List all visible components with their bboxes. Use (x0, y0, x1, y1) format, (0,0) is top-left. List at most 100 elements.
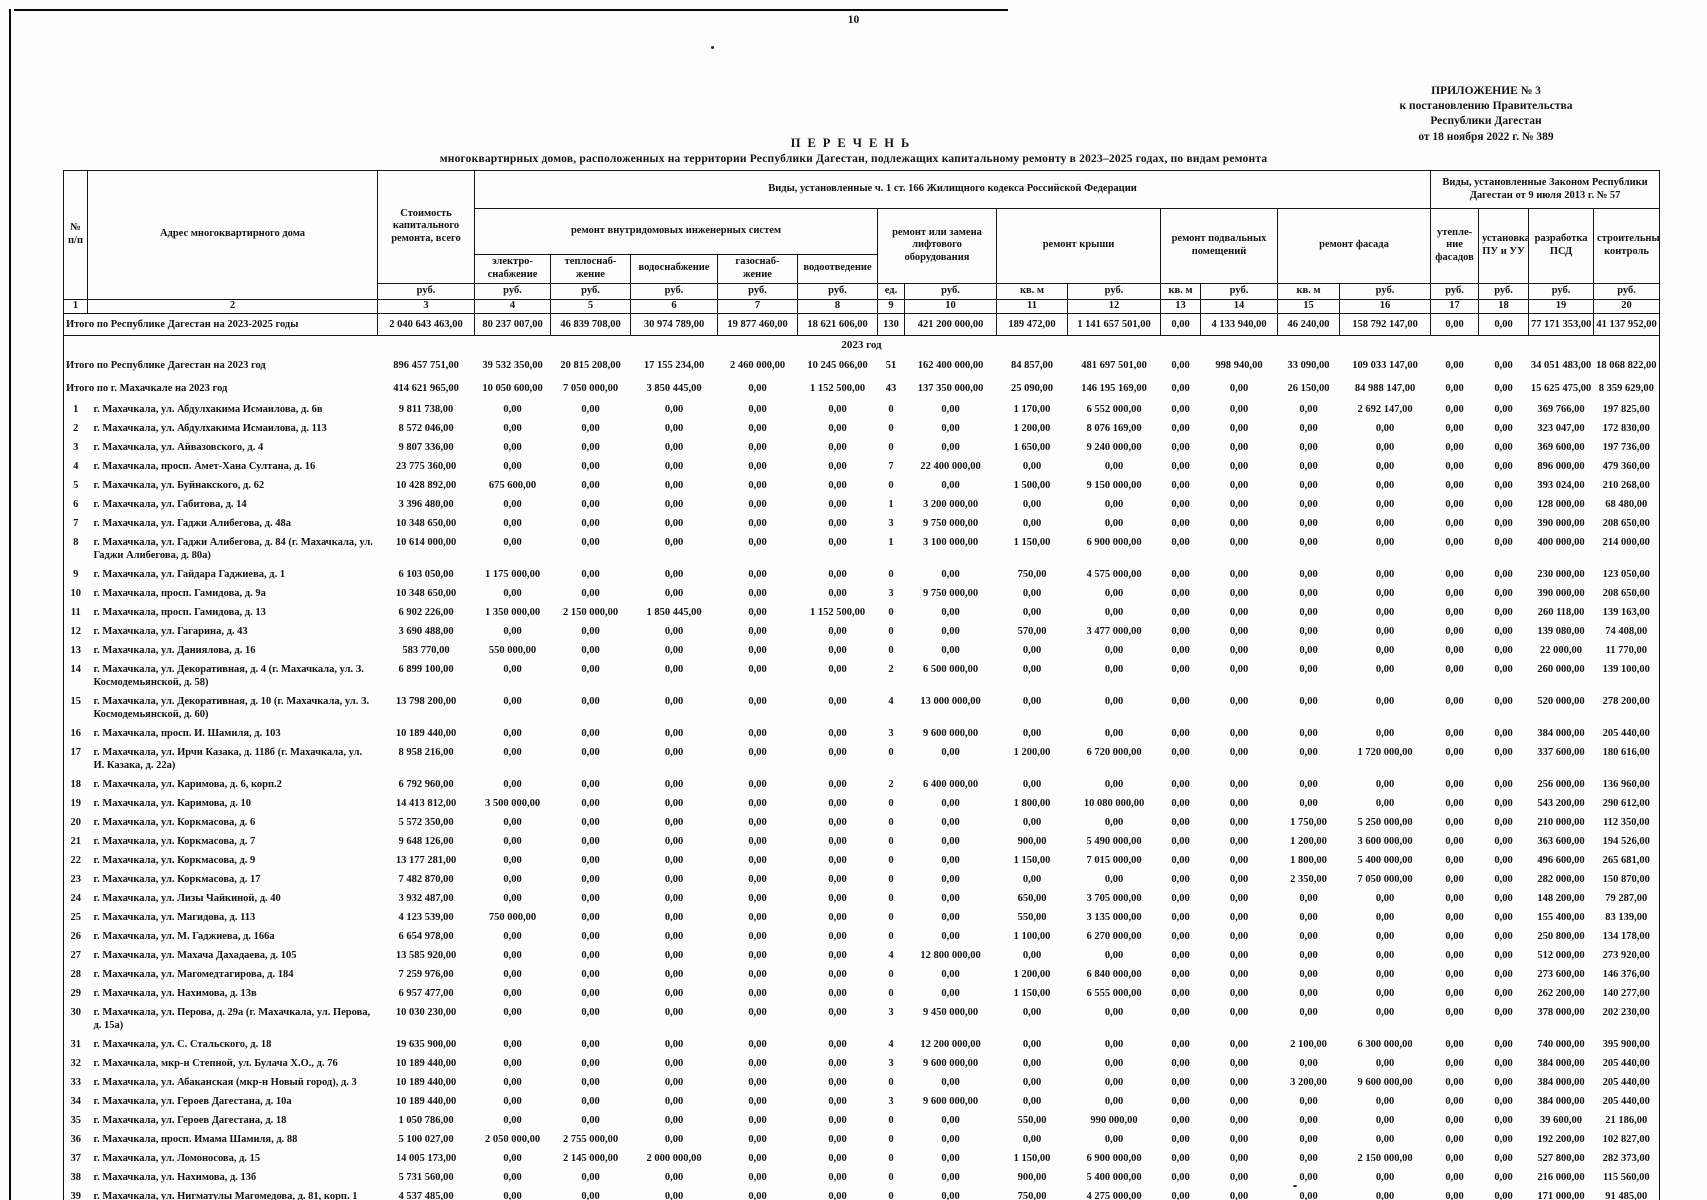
row-value: 0,00 (1022, 517, 1042, 529)
row-value: 0,00 (748, 1057, 767, 1069)
row-value: 0,00 (941, 930, 960, 942)
row-value: 0,00 (828, 517, 847, 529)
row-value: 0,00 (1229, 1076, 1249, 1088)
summary-value: 0,00 (1445, 359, 1464, 371)
row-value: 0,00 (1229, 911, 1249, 923)
summary-value: 10 245 066,00 (807, 359, 868, 371)
row-value: 0,00 (1299, 949, 1318, 961)
row-value: 208 650,00 (1602, 517, 1650, 529)
row-value: 0,00 (1229, 568, 1249, 580)
row-value: 0,00 (1445, 498, 1464, 510)
row-value: 0,00 (1171, 403, 1190, 415)
row-value: 0,00 (664, 1095, 684, 1107)
row-address: г. Махачкала, ул. Героев Дагестана, д. 1… (93, 1114, 287, 1126)
row-value: 0,00 (1494, 498, 1513, 510)
row-value: 0,00 (941, 422, 960, 434)
row-number: 4 (73, 460, 79, 472)
row-value: 0,00 (1229, 1171, 1249, 1183)
group-header-engineering-systems: ремонт внутридомовых инженерных систем (474, 208, 878, 255)
column-number: 1 (63, 298, 88, 314)
row-value: 0,00 (1171, 949, 1190, 961)
row-value: 0,00 (1494, 854, 1513, 866)
row-value: 570,00 (1017, 625, 1047, 637)
row-value: 8 076 169,00 (1086, 422, 1142, 434)
row-value: 74 408,00 (1605, 625, 1648, 637)
row-value: 205 440,00 (1602, 1057, 1650, 1069)
row-value: 0,00 (748, 536, 767, 548)
row-value: 0,00 (1494, 479, 1513, 491)
row-number: 2 (73, 422, 79, 434)
row-value: 750,00 (1017, 568, 1047, 580)
row-value: 1 200,00 (1013, 746, 1051, 758)
row-value: 0,00 (748, 778, 767, 790)
table-row: 18 г. Махачкала, ул. Каримова, д. 6, корп… (64, 775, 1660, 794)
column-number: 4 (474, 298, 551, 314)
row-value: 0,00 (828, 835, 847, 847)
row-value: 4 537 485,00 (398, 1190, 454, 1200)
row-number: 25 (70, 911, 82, 923)
row-value: 139 100,00 (1602, 663, 1650, 675)
row-value: 0,00 (1494, 1152, 1513, 1164)
summary-value: 34 051 483,00 (1530, 359, 1592, 371)
row-value: 0,00 (748, 403, 767, 415)
row-value: 1 500,00 (1013, 479, 1051, 491)
row-value: 0 (888, 854, 894, 866)
row-value: 0 (888, 568, 894, 580)
row-value: 0,00 (1171, 835, 1190, 847)
row-value: 0,00 (1445, 587, 1464, 599)
row-value: 0 (888, 422, 894, 434)
row-value: 4 (888, 949, 894, 961)
summary-value: 20 815 208,00 (560, 359, 621, 371)
row-address: г. Махачкала, ул. Нахимова, д. 13б (93, 1171, 257, 1183)
row-value: 0,00 (748, 987, 767, 999)
row-value: 0,00 (1299, 1133, 1318, 1145)
row-value: 0,00 (581, 625, 600, 637)
row-address: г. Махачкала, ул. Даниялова, д. 16 (93, 644, 256, 656)
row-value: 13 177 281,00 (395, 854, 457, 866)
row-value: 900,00 (1017, 835, 1047, 847)
summary-value: 0,00 (1171, 382, 1190, 394)
row-value: 0,00 (748, 517, 767, 529)
row-value: 0,00 (748, 1190, 767, 1200)
row-value: 0,00 (503, 587, 522, 599)
row-value: 0,00 (1445, 403, 1464, 415)
row-value: 0,00 (1171, 1190, 1190, 1200)
document-title: ПЕРЕЧЕНЬ многоквартирных домов, располож… (0, 136, 1707, 165)
row-value: 0,00 (1104, 460, 1124, 472)
summary-value: 2 460 000,00 (729, 359, 786, 371)
row-address: г. Махачкала, ул. Перова, д. 29а (г. Мах… (93, 1006, 371, 1031)
row-value: 0,00 (503, 536, 522, 548)
row-number: 20 (70, 816, 82, 828)
row-value: 0,00 (748, 422, 767, 434)
row-value: 0,00 (1299, 441, 1318, 453)
row-value: 0,00 (1445, 968, 1464, 980)
row-value: 550 000,00 (488, 644, 537, 656)
row-address: г. Махачкала, ул. Магидова, д. 113 (93, 911, 256, 923)
row-value: 0,00 (1229, 536, 1249, 548)
row-value: 21 186,00 (1605, 1114, 1648, 1126)
summary-value: 7 050 000,00 (562, 382, 619, 394)
row-value: 0,00 (1171, 460, 1190, 472)
row-value: 155 400,00 (1537, 911, 1585, 923)
table-row: 33 г. Махачкала, ул. Абаканская (мкр-н Но… (64, 1073, 1660, 1092)
table-row: 10 г. Махачкала, просп. Гамидова, д. 9а 10… (64, 584, 1660, 603)
summary-value: 51 (885, 359, 897, 371)
row-value: 0,00 (503, 517, 522, 529)
row-value: 0,00 (1299, 1114, 1318, 1126)
row-address: г. Махачкала, ул. Габитова, д. 14 (93, 498, 247, 510)
row-value: 0 (888, 1171, 894, 1183)
table-row: 21 г. Махачкала, ул. Коркмасова, д. 7 9 64… (64, 832, 1660, 851)
row-value: 0,00 (1445, 1190, 1464, 1200)
row-value: 0,00 (1299, 498, 1318, 510)
row-value: 0,00 (1494, 536, 1513, 548)
row-value: 740 000,00 (1537, 1038, 1585, 1050)
row-value: 115 560,00 (1602, 1171, 1650, 1183)
unit-label: руб. (474, 282, 551, 300)
row-value: 0,00 (1375, 727, 1395, 739)
row-value: 0,00 (941, 835, 960, 847)
row-value: 0,00 (748, 930, 767, 942)
row-value: 0,00 (1299, 1152, 1318, 1164)
summary-value: 137 350 000,00 (917, 382, 984, 394)
row-value: 0,00 (941, 1152, 960, 1164)
summary-value: 0,00 (748, 382, 767, 394)
